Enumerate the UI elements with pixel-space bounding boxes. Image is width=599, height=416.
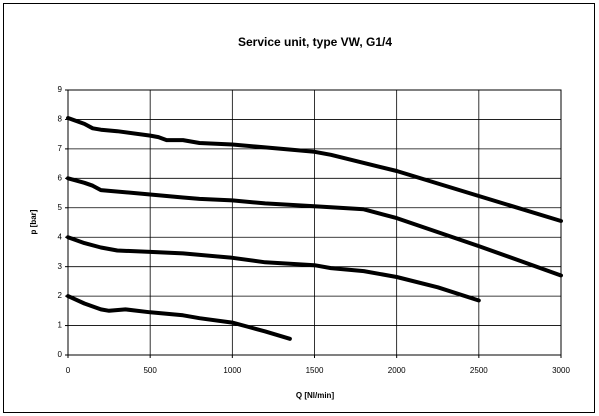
x-tick-label: 2500 <box>470 366 488 375</box>
x-tick-label: 0 <box>66 366 71 375</box>
y-tick-label: 9 <box>58 85 63 94</box>
x-tick-label: 1500 <box>306 366 324 375</box>
y-tick-label: 1 <box>58 321 63 330</box>
y-tick-label: 2 <box>58 291 63 300</box>
line-series <box>66 176 563 278</box>
y-tick-label: 6 <box>58 173 63 182</box>
y-tick-label: 7 <box>58 144 63 153</box>
x-axis-label: Q [Nl/min] <box>296 391 335 400</box>
x-tick-label: 500 <box>143 366 157 375</box>
chart-title: Service unit, type VW, G1/4 <box>238 35 392 49</box>
line-series <box>66 116 563 223</box>
y-tick-label: 5 <box>58 203 63 212</box>
line-series <box>66 235 481 303</box>
y-axis-label: p [bar] <box>29 209 38 234</box>
x-tick-label: 2000 <box>388 366 406 375</box>
x-tick-label: 1000 <box>223 366 241 375</box>
y-tick-label: 0 <box>58 350 63 359</box>
x-tick-label: 3000 <box>552 366 570 375</box>
line-series <box>66 294 292 341</box>
y-tick-label: 8 <box>58 115 63 124</box>
y-tick-label: 3 <box>58 262 63 271</box>
y-tick-label: 4 <box>58 232 63 241</box>
